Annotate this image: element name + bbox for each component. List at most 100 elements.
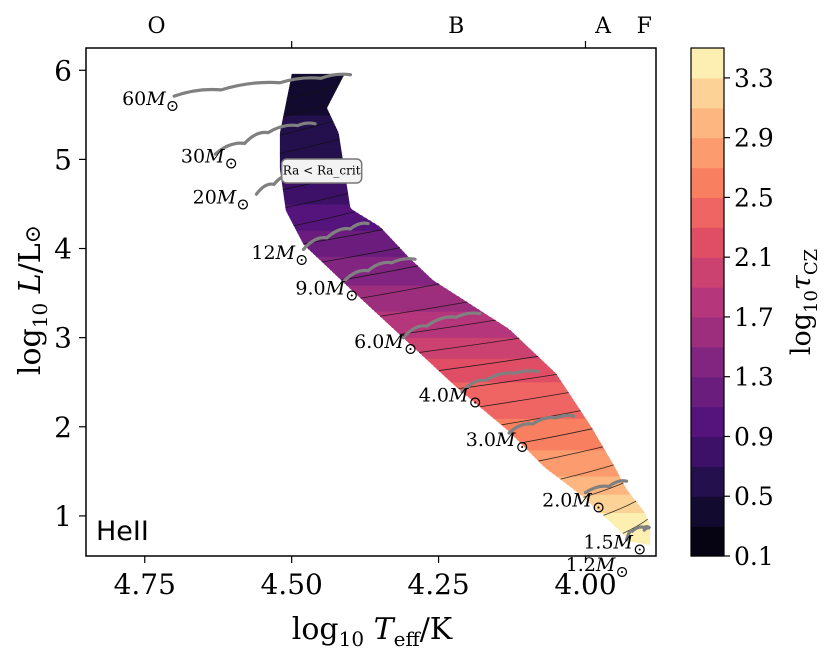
region-band <box>336 275 431 279</box>
region-band <box>338 277 434 281</box>
colorbar-tick-label: 0.9 <box>734 422 774 451</box>
mass-label-30: 30M⊙ <box>181 146 238 173</box>
region-band <box>556 476 622 480</box>
colorbar-cell <box>691 227 724 258</box>
colorbar-cell <box>691 167 724 199</box>
annotation-text: Ra < Ra_crit <box>283 163 361 177</box>
region-band <box>284 107 329 112</box>
colorbar-cell <box>691 48 724 79</box>
region-band <box>482 408 582 412</box>
region-band <box>535 458 612 462</box>
region-band <box>285 204 351 208</box>
region-band <box>525 447 606 451</box>
y-axis-title: log10 L/L⊙ <box>13 225 52 375</box>
contour-line <box>560 464 614 480</box>
track-60msun <box>172 72 353 98</box>
colorbar-cell <box>691 137 724 169</box>
contour-line <box>538 446 604 462</box>
contour-line <box>380 301 468 317</box>
contour-line <box>279 120 334 136</box>
region-band <box>463 392 571 397</box>
contour-line <box>479 392 569 408</box>
region-band <box>478 405 580 410</box>
colorbar-cell <box>691 257 724 288</box>
region-band <box>469 398 575 402</box>
contour-line <box>286 84 339 100</box>
region-band <box>570 486 627 491</box>
track-30msun <box>213 121 317 156</box>
region-band <box>560 479 623 483</box>
y-axis: 1 2 3 4 5 6 <box>54 54 86 533</box>
region-band <box>347 285 446 289</box>
colorbar: 0.1 0.5 0.9 1.3 1.7 2.1 2.5 2.9 3.3 log10τCZ <box>690 47 822 571</box>
region-band <box>279 131 339 135</box>
region-band <box>600 513 647 517</box>
region-band <box>520 442 603 446</box>
region-band <box>366 303 475 308</box>
svg-text:log10 L/L⊙: log10 L/L⊙ <box>13 225 52 375</box>
spectral-type-label: F <box>637 14 652 39</box>
region-band <box>285 207 353 211</box>
region-band <box>293 225 382 229</box>
region-band <box>543 465 616 470</box>
colorbar-cell <box>691 316 724 348</box>
contour-line <box>285 193 349 209</box>
contour-line <box>360 283 440 299</box>
colorbar-cell <box>691 466 724 497</box>
rayleigh-criterion-annotation: Ra < Ra_crit <box>280 158 363 184</box>
mass-label-1.2: 1.2M⊙ <box>566 554 629 581</box>
region-band <box>303 243 399 247</box>
spectral-type-label: A <box>594 14 612 39</box>
region-band <box>289 84 340 88</box>
colorbar-cell <box>691 376 724 408</box>
region-band <box>417 350 536 355</box>
x-axis: 4.75 4.50 4.25 4.00 <box>114 556 617 601</box>
colorbar-cell <box>691 526 724 557</box>
region-band <box>279 147 342 151</box>
track-9.0msun <box>342 257 417 283</box>
region-band <box>288 215 366 219</box>
region-band <box>443 374 559 378</box>
region-band <box>284 105 329 109</box>
region-band <box>291 220 375 224</box>
track-3.0msun <box>507 413 576 435</box>
region-band <box>282 186 348 190</box>
region-band <box>279 154 343 159</box>
spectral-type-label: O <box>147 14 165 39</box>
y-tick-label: 4 <box>54 233 72 266</box>
region-band <box>361 298 467 302</box>
contour-line <box>293 211 356 227</box>
mass-label-3.0: 3.0M⊙ <box>466 429 529 456</box>
region-band <box>409 343 528 347</box>
colorbar-cell <box>691 197 724 228</box>
region-band <box>485 411 583 415</box>
colorbar-tick-label: 1.3 <box>734 363 774 392</box>
contour-line <box>438 355 539 371</box>
region-band <box>280 128 339 132</box>
colorbar-tick-label: 1.7 <box>734 303 774 332</box>
region-band <box>282 115 332 119</box>
region-band <box>358 296 463 300</box>
region-band <box>589 502 640 506</box>
region-band <box>420 353 539 357</box>
region-band <box>538 460 613 464</box>
region-band <box>383 319 499 323</box>
track-1.5msun <box>625 525 652 542</box>
mass-labels: 60M⊙ 30M⊙ 20M⊙ 12M⊙ 9.0M⊙ 6.0M⊙4.0M⊙ 3.0M⊙ 2.0M… <box>122 88 646 581</box>
region-band <box>517 439 601 444</box>
region-band <box>522 445 604 449</box>
region-band <box>349 288 451 292</box>
mass-label-12: 12M⊙ <box>251 242 308 269</box>
annotation-box <box>280 158 363 184</box>
contour-line <box>282 102 330 118</box>
region-band <box>392 327 511 331</box>
x-axis-title: log10 Teff/K <box>292 612 453 651</box>
y-tick-label: 1 <box>54 500 72 533</box>
region-band <box>475 403 578 407</box>
contour-line <box>583 482 624 498</box>
region-band <box>431 364 550 368</box>
region-band <box>288 86 338 91</box>
mass-label-4.0: 4.0M⊙ <box>419 385 482 412</box>
